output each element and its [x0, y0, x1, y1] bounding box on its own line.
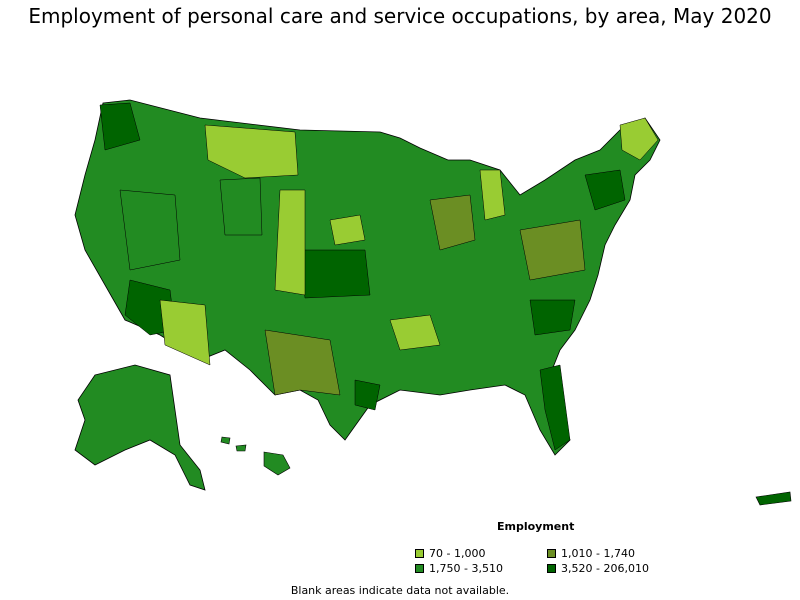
- maine-region: [619, 117, 659, 161]
- alaska-shape: [74, 364, 206, 491]
- colorado-east-region: [274, 189, 306, 296]
- data-availability-note: Blank areas indicate data not available.: [290, 584, 510, 597]
- legend-item-4: 3,520 - 206,010: [547, 562, 649, 575]
- legend-item-1: 70 - 1,000: [415, 547, 485, 560]
- west-texas-region: [264, 329, 341, 396]
- nevada-region: [119, 189, 181, 271]
- florida-region: [539, 364, 571, 451]
- area-regions: [99, 102, 659, 451]
- map-title: Employment of personal care and service …: [28, 4, 772, 28]
- wyoming-region: [219, 177, 263, 236]
- arkansas-patch: [389, 314, 441, 351]
- legend-item-3: 1,750 - 3,510: [415, 562, 503, 575]
- appalachia-region: [519, 219, 586, 281]
- legend-label-3: 1,750 - 3,510: [429, 562, 503, 575]
- arizona-region: [159, 299, 211, 366]
- northeast-region: [584, 169, 626, 211]
- carolina-region: [529, 299, 576, 336]
- legend-label-2: 1,010 - 1,740: [561, 547, 635, 560]
- legend-label-1: 70 - 1,000: [429, 547, 486, 560]
- houston-region: [354, 379, 381, 411]
- legend-swatch-3: [415, 564, 424, 573]
- kansas-region: [299, 249, 371, 299]
- washington-region: [99, 102, 141, 151]
- illinois-region: [429, 194, 476, 251]
- puerto-rico-shape: [755, 491, 792, 506]
- hawaii-shape: [220, 436, 291, 476]
- nebraska-patch: [329, 214, 366, 246]
- legend-item-2: 1,010 - 1,740: [547, 547, 635, 560]
- legend-title: Employment: [497, 520, 575, 533]
- legend-swatch-2: [547, 549, 556, 558]
- montana-region: [204, 124, 299, 179]
- legend-swatch-4: [547, 564, 556, 573]
- legend-swatch-1: [415, 549, 424, 558]
- legend-label-4: 3,520 - 206,010: [561, 562, 649, 575]
- michigan-patch: [479, 169, 506, 221]
